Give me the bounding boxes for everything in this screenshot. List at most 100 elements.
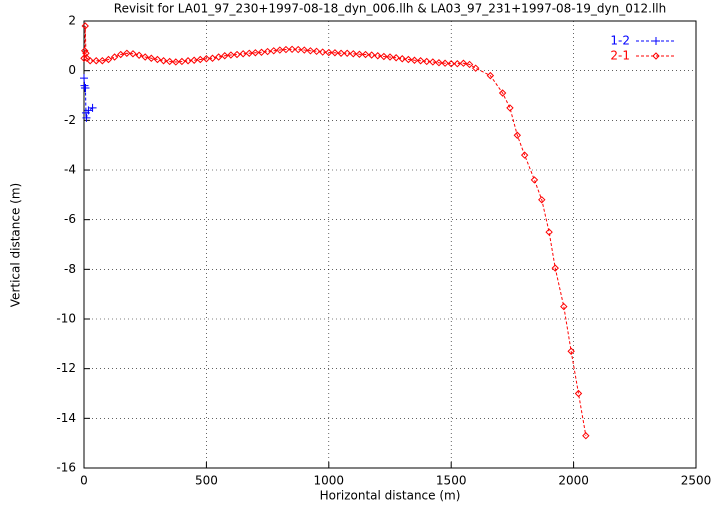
x-axis-label: Horizontal distance (m) <box>320 489 461 503</box>
diamond-marker <box>486 71 495 80</box>
diamond-marker <box>404 55 413 64</box>
diamond-marker <box>92 57 100 65</box>
diamond-marker <box>270 47 278 55</box>
series-line <box>83 25 587 436</box>
diamond-marker <box>545 228 553 236</box>
diamond-marker <box>129 50 137 58</box>
diamond-marker <box>239 50 247 58</box>
x-tick-label: 2500 <box>681 474 712 488</box>
x-tick-label: 1000 <box>314 474 345 488</box>
diamond-marker <box>538 196 546 204</box>
diamond-marker <box>172 58 180 66</box>
chart-title: Revisit for LA01_97_230+1997-08-18_dyn_0… <box>114 2 666 16</box>
diamond-marker <box>367 51 376 59</box>
y-axis-label: Vertical distance (m) <box>9 183 23 307</box>
diamond-marker <box>214 53 223 61</box>
legend-label: 1-2 <box>610 34 630 48</box>
y-tick-label: -12 <box>56 361 76 375</box>
diamond-marker <box>374 52 382 60</box>
plus-marker <box>82 113 91 122</box>
plus-marker <box>81 84 90 93</box>
diamond-marker <box>312 47 321 56</box>
diamond-marker <box>410 56 419 64</box>
plot-border <box>83 20 697 469</box>
diamond-marker <box>263 47 272 56</box>
diamond-marker <box>245 49 253 57</box>
x-tick-label: 2000 <box>558 474 589 488</box>
y-tick-label: -16 <box>56 461 76 475</box>
diamond-marker <box>135 51 143 59</box>
diamond-marker <box>190 56 198 64</box>
y-tick-label: -2 <box>64 113 76 127</box>
y-tick-label: -6 <box>64 212 76 226</box>
diamond-marker <box>81 22 89 30</box>
diamond-marker <box>117 50 125 59</box>
y-tick-label: -14 <box>56 411 76 425</box>
diamond-marker <box>398 55 406 63</box>
diamond-marker <box>361 50 370 59</box>
diamond-marker <box>582 432 590 440</box>
diamond-marker <box>506 104 514 112</box>
diamond-marker <box>331 49 339 57</box>
diamond-marker <box>104 55 113 64</box>
diamond-marker <box>435 59 443 67</box>
diamond-marker <box>423 57 431 66</box>
y-tick-label: 2 <box>68 14 76 28</box>
diamond-marker <box>574 389 583 398</box>
y-tick-label: -8 <box>64 262 76 276</box>
diamond-marker <box>441 59 449 67</box>
y-tick-label: -10 <box>56 312 76 326</box>
diamond-marker <box>551 264 559 272</box>
diamond-marker <box>110 53 119 61</box>
diamond-marker <box>251 49 260 57</box>
plus-marker <box>80 74 88 83</box>
diamond-marker <box>471 64 480 72</box>
diamond-marker <box>300 46 309 54</box>
diamond-marker <box>459 59 468 67</box>
y-tick-label: 0 <box>68 63 76 77</box>
diamond-marker <box>498 89 507 97</box>
y-tick-label: -4 <box>64 163 76 177</box>
diamond-marker <box>453 60 462 68</box>
diamond-marker <box>429 58 437 66</box>
plus-marker <box>652 37 660 45</box>
diamond-marker <box>282 45 290 54</box>
diamond-marker <box>165 57 174 66</box>
diamond-marker <box>208 54 217 62</box>
plus-marker <box>84 106 93 115</box>
diamond-marker <box>306 47 315 55</box>
diamond-marker <box>652 52 660 60</box>
diamond-marker <box>227 51 235 59</box>
diamond-marker <box>380 52 388 61</box>
diamond-marker <box>392 54 400 62</box>
legend-label: 2-1 <box>610 49 630 63</box>
diamond-marker <box>567 347 575 355</box>
diamond-marker <box>560 302 568 311</box>
diamond-marker <box>530 176 539 184</box>
diamond-marker <box>257 48 266 56</box>
diamond-marker <box>159 57 168 65</box>
diamond-marker <box>123 49 131 57</box>
x-tick-label: 500 <box>195 474 218 488</box>
diamond-marker <box>153 55 162 64</box>
diamond-marker <box>465 60 474 69</box>
diamond-marker <box>520 151 529 159</box>
diamond-marker <box>184 57 192 65</box>
diamond-marker <box>233 50 241 59</box>
diamond-marker <box>196 55 204 64</box>
diamond-marker <box>416 57 425 65</box>
diamond-marker <box>349 50 357 58</box>
diamond-marker <box>221 52 229 60</box>
x-tick-label: 1500 <box>436 474 467 488</box>
diamond-marker <box>447 60 455 68</box>
diamond-marker <box>81 47 89 55</box>
diamond-marker <box>178 57 186 66</box>
diamond-marker <box>276 46 284 54</box>
diamond-marker <box>288 45 296 54</box>
diamond-marker <box>202 55 211 63</box>
diamond-marker <box>343 49 351 57</box>
diamond-marker <box>98 57 107 65</box>
diamond-marker <box>318 48 327 56</box>
diamond-marker <box>147 54 156 62</box>
